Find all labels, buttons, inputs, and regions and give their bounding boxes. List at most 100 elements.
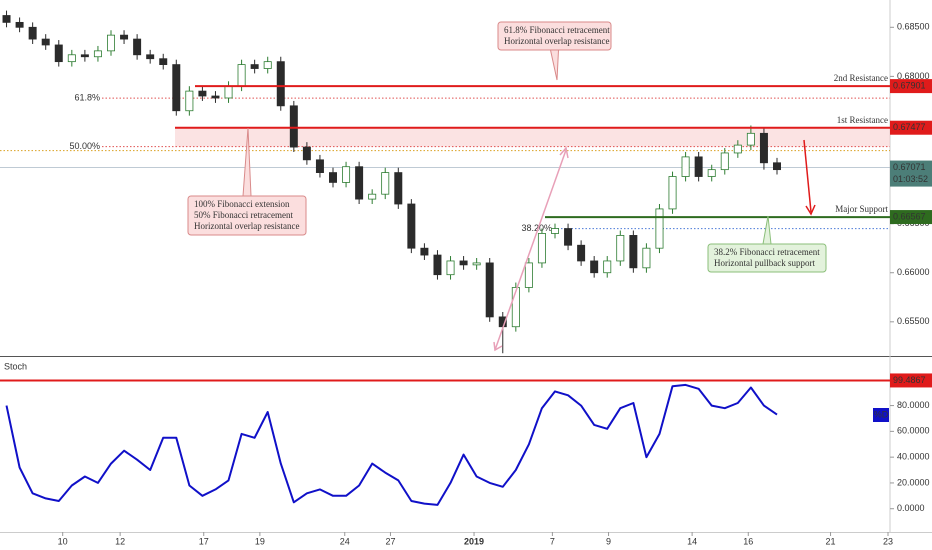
x-tick-label: 14 [687,536,697,546]
projection-line [494,149,567,351]
candle-body [289,105,298,148]
candle-body [537,233,546,264]
overlay: 2nd Resistance 0.67901 1st Resistance 0.674… [0,21,932,422]
stoch-y-tick-label: 80.0000 [897,400,930,410]
x-tick-label: 21 [826,536,836,546]
candle-body [603,260,612,274]
x-tick-label: 2019 [464,536,484,546]
resistance-zone [175,127,890,147]
candle-body [342,166,351,183]
stoch-legend: %D [874,409,889,419]
last-price-value: 0.67071 [893,162,926,172]
stoch-level-box [890,373,932,388]
level-name: Major Support [835,204,888,214]
candle-body [681,156,690,177]
candle-body [720,152,729,171]
level-value-box [890,210,932,225]
candle-body [67,54,76,63]
stoch-y-tick-label: 60.0000 [897,426,930,436]
candle-body [590,260,599,274]
callout-box [497,21,612,51]
candle-body [211,95,220,99]
candle-body [2,15,11,23]
candle-body [511,287,520,328]
candle-body [394,172,403,205]
candle-body [15,21,24,28]
callout-text: Horizontal pullback support [714,258,815,268]
callout-text: 50% Fibonacci retracement [194,210,293,220]
stoch-y-tick-label: 0.0000 [897,503,925,513]
candle-body [485,262,494,318]
candle-body [577,244,586,262]
candle-body [185,90,194,112]
fib-label: 61.8% [74,93,100,103]
level-value-box [890,79,932,94]
candle-body [146,54,155,60]
last-price-box [890,160,932,187]
callout-text: 100% Fibonacci extension [194,199,290,209]
x-tick-label: 27 [385,536,395,546]
stoch-y-tick-label: 20.0000 [897,477,930,487]
x-tick-label: 10 [58,536,68,546]
level-value: 0.67477 [893,122,926,132]
marks [2,10,781,506]
x-tick-label: 23 [883,536,893,546]
level-name: 2nd Resistance [834,73,888,83]
candle-body [133,38,142,56]
projection-head [559,146,569,159]
candle-body [80,54,89,58]
candle-body [250,64,259,69]
candle-body [107,34,115,52]
candle-body [276,61,285,107]
candle-body [629,235,638,269]
y-tick-label: 0.68500 [897,22,930,32]
callout-box [187,195,307,236]
candle-body [446,260,455,276]
candle-body [28,26,37,40]
candle-body [407,203,416,249]
candle-body [54,44,63,63]
candle-body [120,34,129,40]
x-tick-label: 16 [743,536,753,546]
candle-body [524,262,533,288]
forecast-arrow [803,139,812,213]
candle-body [564,228,573,246]
x-tick-label: 9 [606,536,611,546]
x-tick-label: 7 [550,536,555,546]
y-tick-label: 0.68000 [897,71,930,81]
level-value-box [890,120,932,135]
candle-body [642,247,651,269]
candle-body [694,156,703,177]
forecast-head [805,204,816,216]
callout-box [707,243,827,273]
candle-body [551,228,559,234]
callout-text: 61.8% Fibonacci retracement [504,25,610,35]
x-tick-label: 24 [340,536,350,546]
candle-body [668,176,677,210]
candle-body [302,146,311,161]
x-tick-label: 12 [115,536,125,546]
y-tick-label: 0.66000 [897,267,930,277]
candle-body [41,38,50,46]
stoch-level-value: 99.4867 [893,375,926,385]
level-name: 1st Resistance [837,115,888,125]
callout-text: 38.2% Fibonacci retracement [714,247,820,257]
level-value: 0.67901 [893,80,926,90]
candle-body [433,254,442,276]
candle-body [368,193,377,200]
candle-body [198,90,207,97]
candle-body [759,132,768,164]
candle-body [733,144,742,154]
candle-body [315,159,324,173]
candle-body [655,208,664,249]
candle-body [420,247,429,256]
callout-text: Horizontal overlap resistance [504,36,609,46]
candle-body [355,166,364,200]
level-value: 0.66567 [893,211,926,221]
candle-body [616,235,625,262]
stoch-legend-box [873,408,889,422]
stoch-y-tick-label: 40.0000 [897,452,930,462]
